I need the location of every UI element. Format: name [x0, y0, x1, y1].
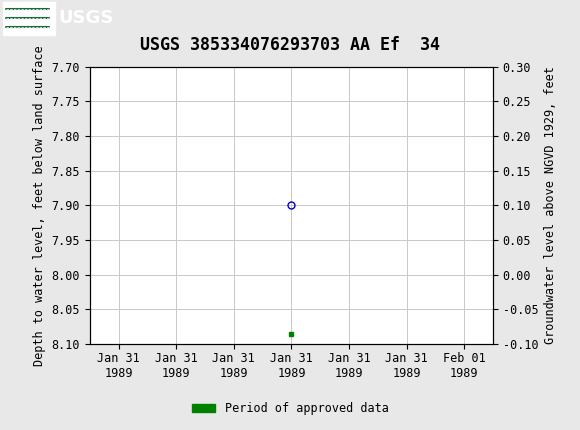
Legend: Period of approved data: Period of approved data — [187, 397, 393, 420]
Bar — [3, 2, 55, 35]
Text: USGS 385334076293703 AA Ef  34: USGS 385334076293703 AA Ef 34 — [140, 36, 440, 54]
Y-axis label: Groundwater level above NGVD 1929, feet: Groundwater level above NGVD 1929, feet — [544, 66, 557, 344]
Text: USGS: USGS — [58, 9, 113, 27]
Y-axis label: Depth to water level, feet below land surface: Depth to water level, feet below land su… — [33, 45, 46, 366]
